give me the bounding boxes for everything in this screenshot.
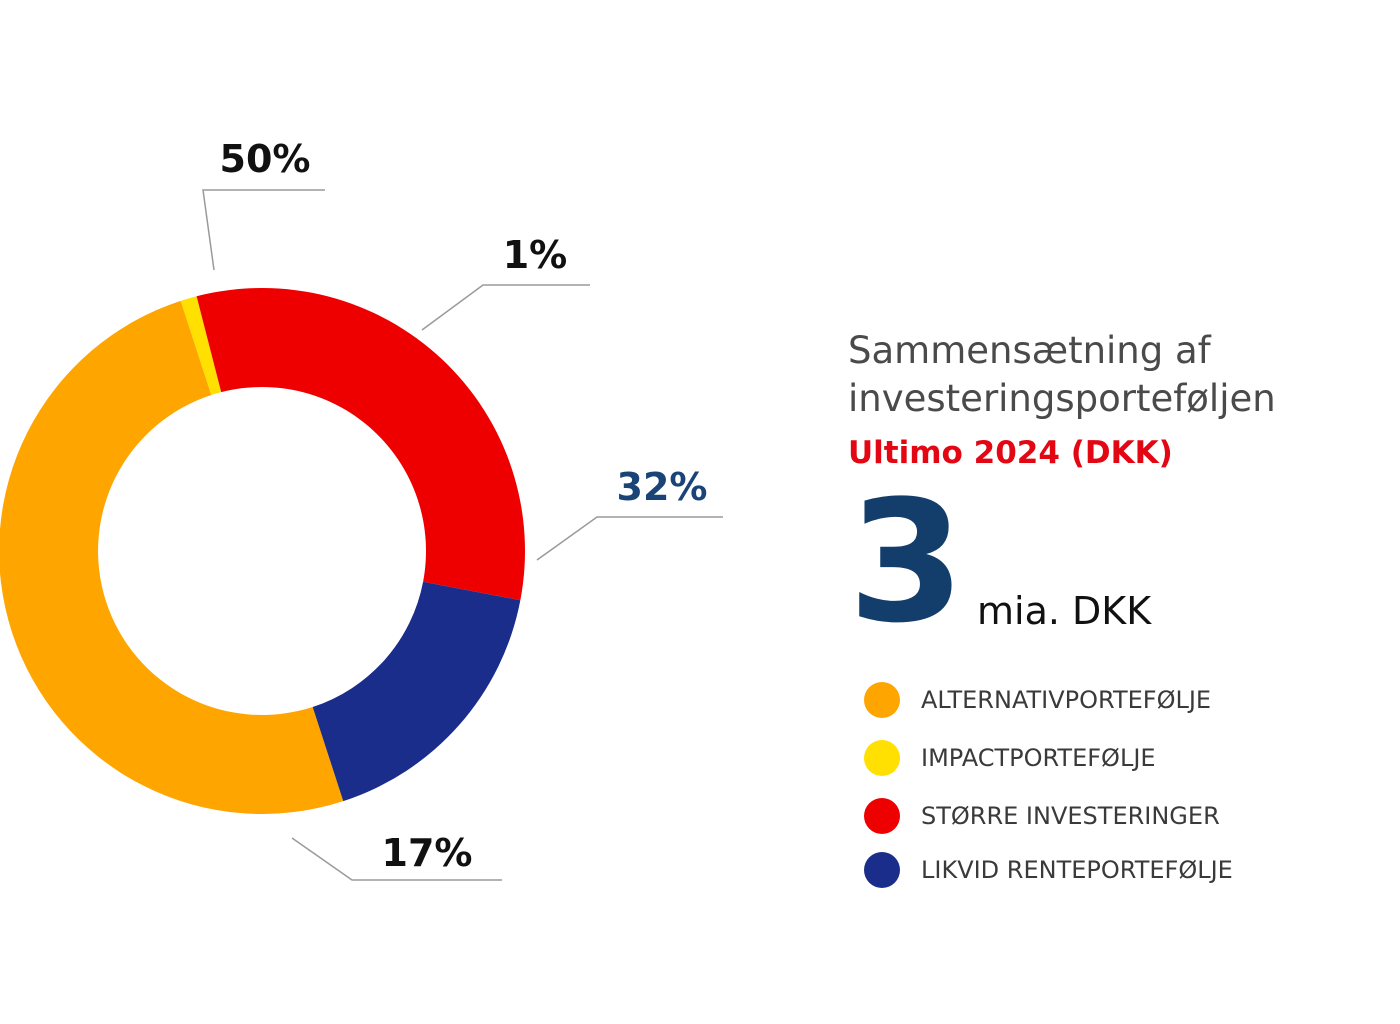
leader-lines bbox=[202, 189, 723, 881]
legend-dot bbox=[864, 852, 900, 888]
slice-labels: 50% 1% 32% 17% bbox=[220, 137, 708, 875]
donut-slice-3 bbox=[312, 581, 521, 802]
slice-label-3: 17% bbox=[382, 831, 473, 875]
donut-slice-2 bbox=[196, 288, 526, 601]
chart-title-line-2: investeringsporteføljen bbox=[848, 377, 1276, 420]
chart-subtitle: Ultimo 2024 (DKK) bbox=[848, 435, 1173, 471]
donut-slices bbox=[0, 288, 526, 814]
legend-item-impactportefolje: IMPACTPORTEFØLJE bbox=[864, 740, 1156, 776]
legend-dot bbox=[864, 740, 900, 776]
legend-dot bbox=[864, 682, 900, 718]
slice-label-0: 50% bbox=[220, 137, 311, 181]
donut-slice-1 bbox=[180, 296, 222, 396]
chart-title-line-1: Sammensætning af bbox=[848, 329, 1211, 372]
leader-line-2 bbox=[536, 516, 723, 561]
leader-line-0 bbox=[202, 189, 325, 271]
leader-line-1 bbox=[421, 284, 590, 331]
legend-item-storre-investeringer: STØRRE INVESTERINGER bbox=[864, 798, 1220, 834]
total-unit: mia. DKK bbox=[977, 589, 1152, 633]
donut-slice-0 bbox=[0, 300, 344, 814]
legend-item-likvid-renteportefolje: LIKVID RENTEPORTEFØLJE bbox=[864, 852, 1233, 888]
slice-label-2: 32% bbox=[617, 465, 708, 509]
legend-item-alternativportefolje: ALTERNATIVPORTEFØLJE bbox=[864, 682, 1211, 718]
legend-label: IMPACTPORTEFØLJE bbox=[921, 744, 1156, 772]
legend-label: STØRRE INVESTERINGER bbox=[921, 802, 1220, 830]
slice-label-1: 1% bbox=[503, 233, 568, 277]
total-value: 3 bbox=[848, 464, 965, 660]
legend-dot bbox=[864, 798, 900, 834]
leader-line-3 bbox=[291, 837, 502, 881]
legend-label: ALTERNATIVPORTEFØLJE bbox=[921, 686, 1212, 714]
legend-label: LIKVID RENTEPORTEFØLJE bbox=[921, 856, 1233, 884]
